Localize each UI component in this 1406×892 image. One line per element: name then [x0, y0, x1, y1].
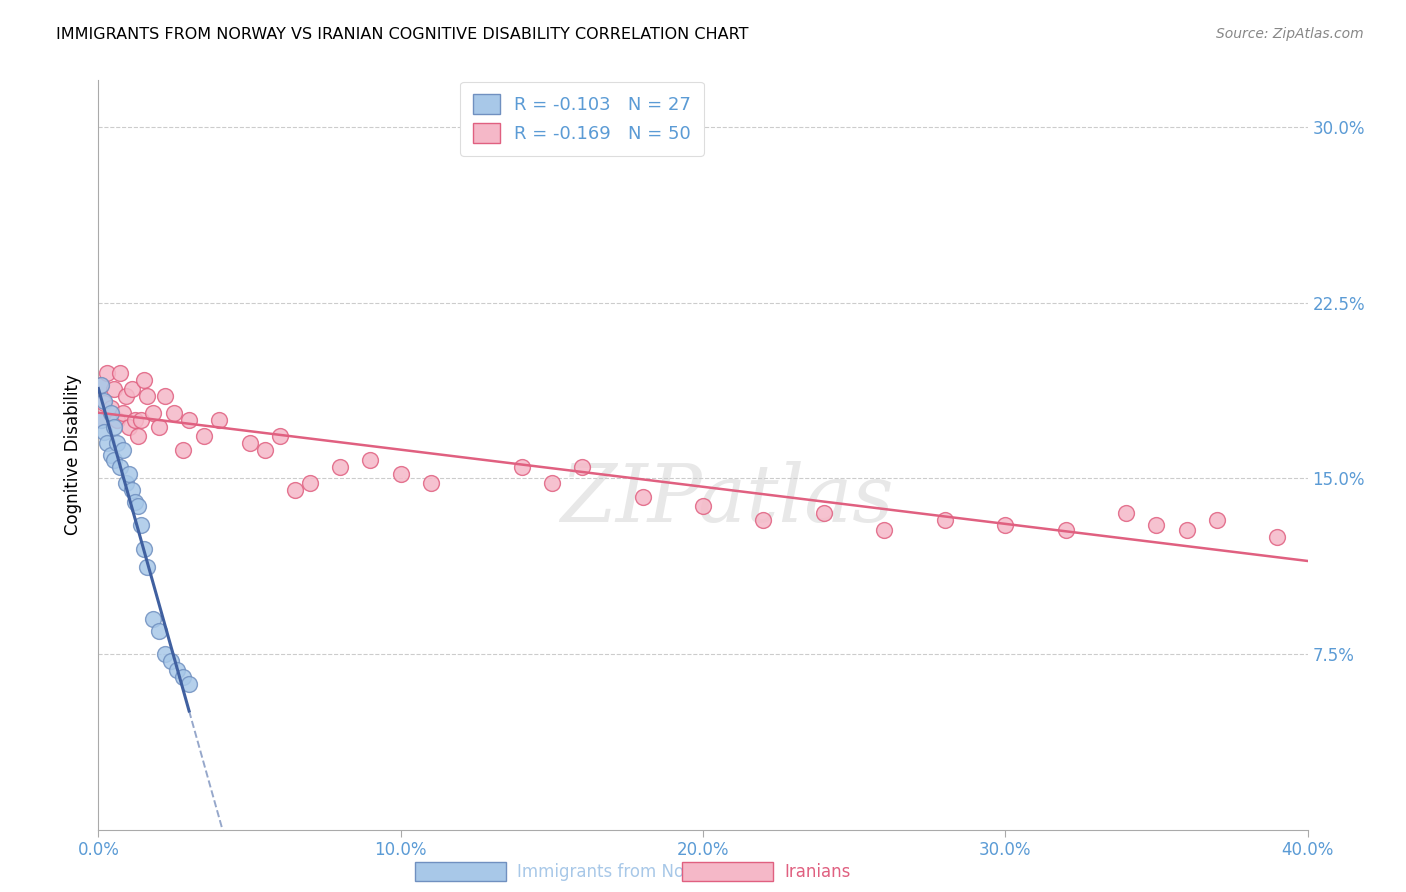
Point — [103, 382, 125, 396]
Point — [1144, 518, 1167, 533]
Point — [239, 436, 262, 450]
Point — [284, 483, 307, 497]
Point — [540, 476, 562, 491]
Point — [873, 523, 896, 537]
Point — [132, 373, 155, 387]
Point — [114, 389, 136, 403]
Point — [752, 513, 775, 527]
Point — [631, 490, 654, 504]
Point — [118, 467, 141, 481]
Point — [172, 670, 194, 684]
Point — [129, 413, 152, 427]
Point — [142, 612, 165, 626]
Point — [389, 467, 412, 481]
Point — [90, 377, 112, 392]
Point — [179, 413, 201, 427]
Point — [193, 429, 215, 443]
Point — [1054, 523, 1077, 537]
Point — [253, 443, 276, 458]
Point — [1206, 513, 1229, 527]
Point — [934, 513, 956, 527]
Point — [208, 413, 231, 427]
Point — [142, 406, 165, 420]
Point — [103, 420, 125, 434]
Point — [813, 507, 835, 521]
Point — [121, 483, 143, 497]
Point — [1175, 523, 1198, 537]
Point — [692, 500, 714, 514]
Point — [121, 382, 143, 396]
Point — [510, 459, 533, 474]
Y-axis label: Cognitive Disability: Cognitive Disability — [65, 375, 83, 535]
Point — [105, 436, 128, 450]
Point — [93, 394, 115, 409]
Point — [129, 518, 152, 533]
Point — [179, 677, 201, 691]
Point — [103, 452, 125, 467]
Point — [360, 452, 382, 467]
Point — [96, 436, 118, 450]
Point — [93, 396, 115, 410]
Point — [90, 413, 112, 427]
Point — [160, 654, 183, 668]
Point — [105, 413, 128, 427]
Point — [124, 413, 146, 427]
Point — [100, 406, 122, 420]
Text: Iranians: Iranians — [785, 863, 851, 881]
Point — [420, 476, 443, 491]
Point — [114, 476, 136, 491]
Point — [108, 366, 131, 380]
Point — [299, 476, 322, 491]
Point — [269, 429, 291, 443]
Point — [127, 500, 149, 514]
Text: Immigrants from Norway: Immigrants from Norway — [517, 863, 725, 881]
Point — [100, 401, 122, 416]
Point — [172, 443, 194, 458]
Point — [127, 429, 149, 443]
Point — [93, 425, 115, 439]
Text: ZIPatlas: ZIPatlas — [561, 461, 894, 539]
Point — [148, 624, 170, 638]
Point — [111, 406, 134, 420]
Point — [1267, 530, 1289, 544]
Point — [96, 366, 118, 380]
Point — [135, 389, 157, 403]
Point — [124, 494, 146, 508]
Text: Source: ZipAtlas.com: Source: ZipAtlas.com — [1216, 27, 1364, 41]
Point — [90, 413, 112, 427]
Point — [118, 420, 141, 434]
Point — [994, 518, 1017, 533]
Point — [153, 647, 176, 661]
Point — [111, 443, 134, 458]
Point — [166, 664, 188, 678]
Point — [132, 541, 155, 556]
Point — [329, 459, 352, 474]
Point — [90, 377, 112, 392]
Point — [108, 459, 131, 474]
Point — [148, 420, 170, 434]
Point — [135, 560, 157, 574]
Point — [100, 448, 122, 462]
Point — [571, 459, 593, 474]
Text: IMMIGRANTS FROM NORWAY VS IRANIAN COGNITIVE DISABILITY CORRELATION CHART: IMMIGRANTS FROM NORWAY VS IRANIAN COGNIT… — [56, 27, 749, 42]
Point — [1115, 507, 1137, 521]
Legend: R = -0.103   N = 27, R = -0.169   N = 50: R = -0.103 N = 27, R = -0.169 N = 50 — [460, 82, 704, 156]
Point — [163, 406, 186, 420]
Point — [153, 389, 176, 403]
